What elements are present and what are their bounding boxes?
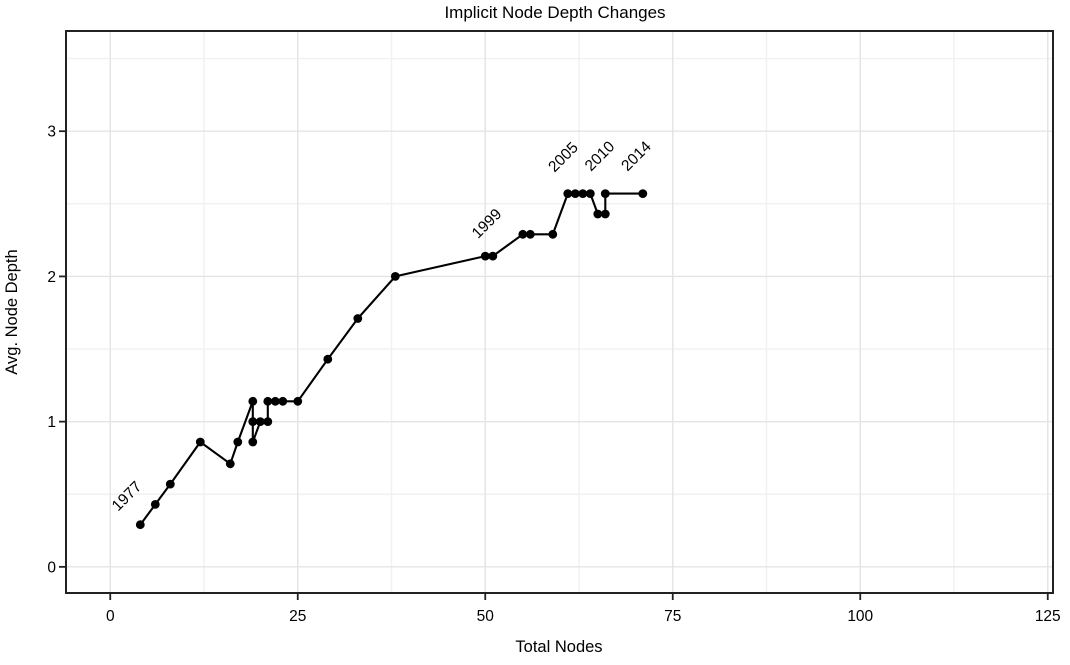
- x-axis-title: Total Nodes: [515, 638, 602, 656]
- x-tick-label: 50: [477, 608, 495, 625]
- data-point: [353, 314, 363, 323]
- chart-title: Implicit Node Depth Changes: [444, 3, 665, 22]
- y-tick-label: 3: [47, 124, 56, 141]
- axis-ticks: 0 25 50 75 100 125 0 1 2 3: [47, 124, 1060, 625]
- data-point: [263, 417, 273, 426]
- data-point: [563, 189, 573, 199]
- data-point: [270, 396, 280, 406]
- data-point: [525, 229, 535, 239]
- data-point: [488, 251, 498, 261]
- y-axis-title: Avg. Node Depth: [3, 249, 21, 374]
- data-point: [548, 229, 558, 239]
- data-point: [225, 459, 235, 469]
- data-point: [293, 396, 303, 406]
- y-tick-label: 0: [47, 559, 56, 576]
- data-point: [195, 437, 205, 447]
- y-tick-label: 2: [47, 269, 56, 286]
- data-point: [165, 479, 175, 489]
- data-point: [593, 209, 603, 219]
- year-annotation: 2010: [582, 138, 619, 175]
- data-point: [323, 354, 333, 364]
- data-point: [600, 189, 610, 199]
- gridlines: [66, 31, 1053, 593]
- x-tick-label: 100: [847, 608, 873, 625]
- data-point: [585, 189, 595, 199]
- data-point: [600, 209, 610, 219]
- data-point: [248, 396, 258, 406]
- x-tick-label: 125: [1035, 608, 1061, 625]
- x-tick-label: 0: [106, 608, 115, 625]
- year-annotation: 1977: [109, 478, 145, 514]
- year-annotation: 1999: [469, 206, 505, 242]
- data-point: [135, 520, 145, 530]
- data-point: [233, 437, 243, 447]
- data-point: [570, 189, 580, 199]
- data-point: [518, 229, 528, 239]
- x-tick-label: 25: [289, 608, 306, 625]
- data-point: [150, 500, 160, 509]
- data-point: [480, 251, 490, 261]
- data-point: [248, 417, 258, 426]
- data-point: [248, 437, 258, 447]
- year-annotation: 2005: [545, 139, 581, 175]
- data-point: [638, 189, 648, 199]
- data-point: [390, 272, 400, 281]
- panel-border: [65, 30, 1054, 594]
- year-annotation: 2014: [618, 138, 655, 175]
- data-point: [278, 396, 288, 406]
- data-point: [578, 189, 588, 199]
- y-tick-label: 1: [47, 414, 56, 431]
- data-series: [135, 189, 648, 530]
- x-tick-label: 75: [664, 608, 681, 625]
- data-point: [263, 396, 273, 406]
- data-point: [255, 417, 265, 426]
